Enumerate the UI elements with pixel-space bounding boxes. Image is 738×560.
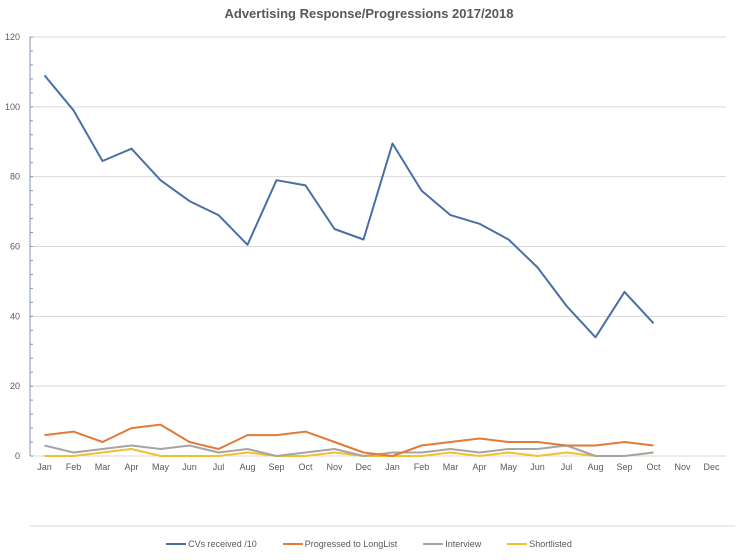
y-tick-label: 40 [10,311,20,321]
x-tick-label: Feb [414,462,430,472]
y-tick-label: 120 [5,32,20,42]
y-tick-label: 100 [5,102,20,112]
x-tick-label: May [152,462,170,472]
x-tick-label: Jul [213,462,225,472]
x-tick-label: Oct [646,462,661,472]
legend-swatch [282,543,303,545]
legend-label: Progressed to LongList [304,539,398,549]
x-tick-label: Aug [587,462,603,472]
x-tick-labels: Jan Feb Mar Apr May Jun Jul Aug Sep Oct Nov Dec Jan F… [37,462,720,472]
series-line-progressed-to-longlist [44,423,654,457]
legend-swatch [166,543,187,545]
legend-label: CVs received /10 [188,539,257,549]
x-tick-label: Jan [385,462,400,472]
x-tick-label: Sep [616,462,632,472]
x-tick-label: Dec [703,462,720,472]
legend-label: Interview [445,539,482,549]
x-tick-label: Apr [124,462,138,472]
chart-title: Advertising Response/Progressions 2017/2… [224,6,514,21]
legend-swatch [423,543,444,545]
gridlines [30,36,726,457]
x-tick-label: Dec [355,462,372,472]
x-tick-label: Jun [530,462,545,472]
y-tick-label: 20 [10,381,20,391]
legend: CVs received /10 Progressed to LongList In… [0,539,738,549]
y-tick-label: 60 [10,242,20,252]
x-tick-label: Mar [95,462,111,472]
legend-item: Interview [423,539,481,549]
y-tick-label: 0 [15,451,20,461]
series-line-cvs-received-10 [43,74,655,339]
x-tick-label: Sep [268,462,284,472]
legend-item: Progressed to LongList [282,539,398,549]
x-tick-label: Apr [472,462,486,472]
x-tick-label: Jul [561,462,573,472]
x-tick-label: Oct [298,462,313,472]
y-tick-label: 80 [10,172,20,182]
x-tick-label: Nov [326,462,343,472]
series-lines [43,74,655,457]
x-tick-label: Nov [674,462,691,472]
legend-swatch [507,543,528,545]
series-line-shortlisted [44,448,654,457]
x-tick-label: Mar [443,462,459,472]
x-tick-label: Jan [37,462,52,472]
legend-item: CVs received /10 [166,539,257,549]
legend-item: Shortlisted [507,539,572,549]
x-tick-label: Jun [182,462,197,472]
x-tick-label: Feb [66,462,82,472]
x-tick-label: Aug [239,462,255,472]
y-axis [29,36,33,457]
y-tick-labels: 0 20 40 60 80 100 120 [5,32,20,461]
legend-label: Shortlisted [529,539,572,549]
x-tick-label: May [500,462,518,472]
series-line-interview [44,444,654,457]
